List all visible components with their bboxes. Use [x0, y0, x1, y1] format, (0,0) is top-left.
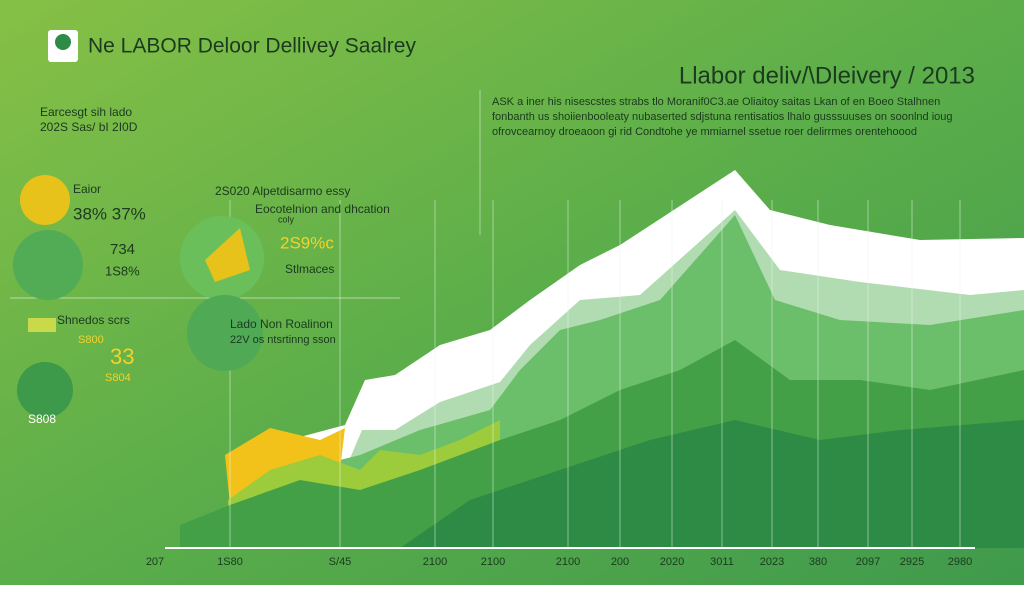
x-axis-label: 2020	[660, 556, 684, 568]
x-axis-label: 1S80	[217, 556, 243, 568]
item-label: 33	[110, 344, 134, 369]
x-axis-label: 2925	[900, 556, 924, 568]
icon	[17, 362, 73, 418]
x-axis-label: 207	[146, 556, 164, 568]
icon	[13, 230, 83, 300]
sidebar-subheading: 202S Sas/ bI 2I0D	[40, 120, 138, 134]
x-axis-label: 2097	[856, 556, 880, 568]
callout-line: coly	[278, 214, 295, 224]
icon	[205, 228, 250, 282]
item-label: S808	[28, 412, 56, 426]
paragraph-line: ASK a iner his nisescstes strabs tlo Mor…	[492, 96, 940, 108]
item-value: 1S8%	[105, 263, 140, 278]
callout-line: 22V os ntsrtinng sson	[230, 334, 336, 346]
x-axis-label: 2100	[556, 556, 580, 568]
item-label: Eaior	[73, 182, 101, 196]
x-axis-label: 3011	[710, 556, 734, 568]
x-axis-label: 2100	[481, 556, 505, 568]
guide-lines	[229, 200, 961, 548]
x-axis-label: 200	[611, 556, 629, 568]
x-axis: 207 1S80 S/45 2100 2100 2100 200 2020 3011 2023 38…	[146, 556, 972, 568]
callout-line: Eocotelnion and dhcation	[255, 202, 390, 216]
title: Llabor deliv/\Dleivery / 2013	[679, 62, 975, 89]
x-axis-label: 2100	[423, 556, 447, 568]
item-value: 38% 37%	[73, 204, 146, 223]
callout-title: 2S9%c	[280, 233, 334, 252]
callout-title: Lado Non Roalinon	[230, 317, 333, 331]
x-axis-label: S/45	[329, 556, 352, 568]
item-value: S800	[78, 334, 104, 346]
x-axis-label: 2023	[760, 556, 784, 568]
paragraph-line: ofrovcearnoy droeaoon gi rid Condtohe ye…	[492, 126, 917, 138]
icon	[20, 175, 70, 225]
item-value: S804	[105, 372, 131, 384]
callout-title: 2S020 Alpetdisarmo essy	[215, 184, 350, 198]
sidebar-heading: Earcesgt sih lado	[40, 105, 132, 119]
item-label: 734	[110, 241, 135, 258]
icon	[187, 295, 263, 371]
item-label: Shnedos scrs	[57, 313, 130, 327]
x-axis-label: 2980	[948, 556, 972, 568]
callout-line: Stlmaces	[285, 262, 334, 276]
paragraph-line: fonbanth us shoiienbooleaty nubaserted s…	[492, 111, 953, 123]
x-axis-label: 380	[809, 556, 827, 568]
logo-title: Ne LABOR Deloor Dellivey Saalrey	[88, 35, 416, 58]
icon	[28, 318, 56, 332]
logo-mark	[55, 34, 71, 50]
